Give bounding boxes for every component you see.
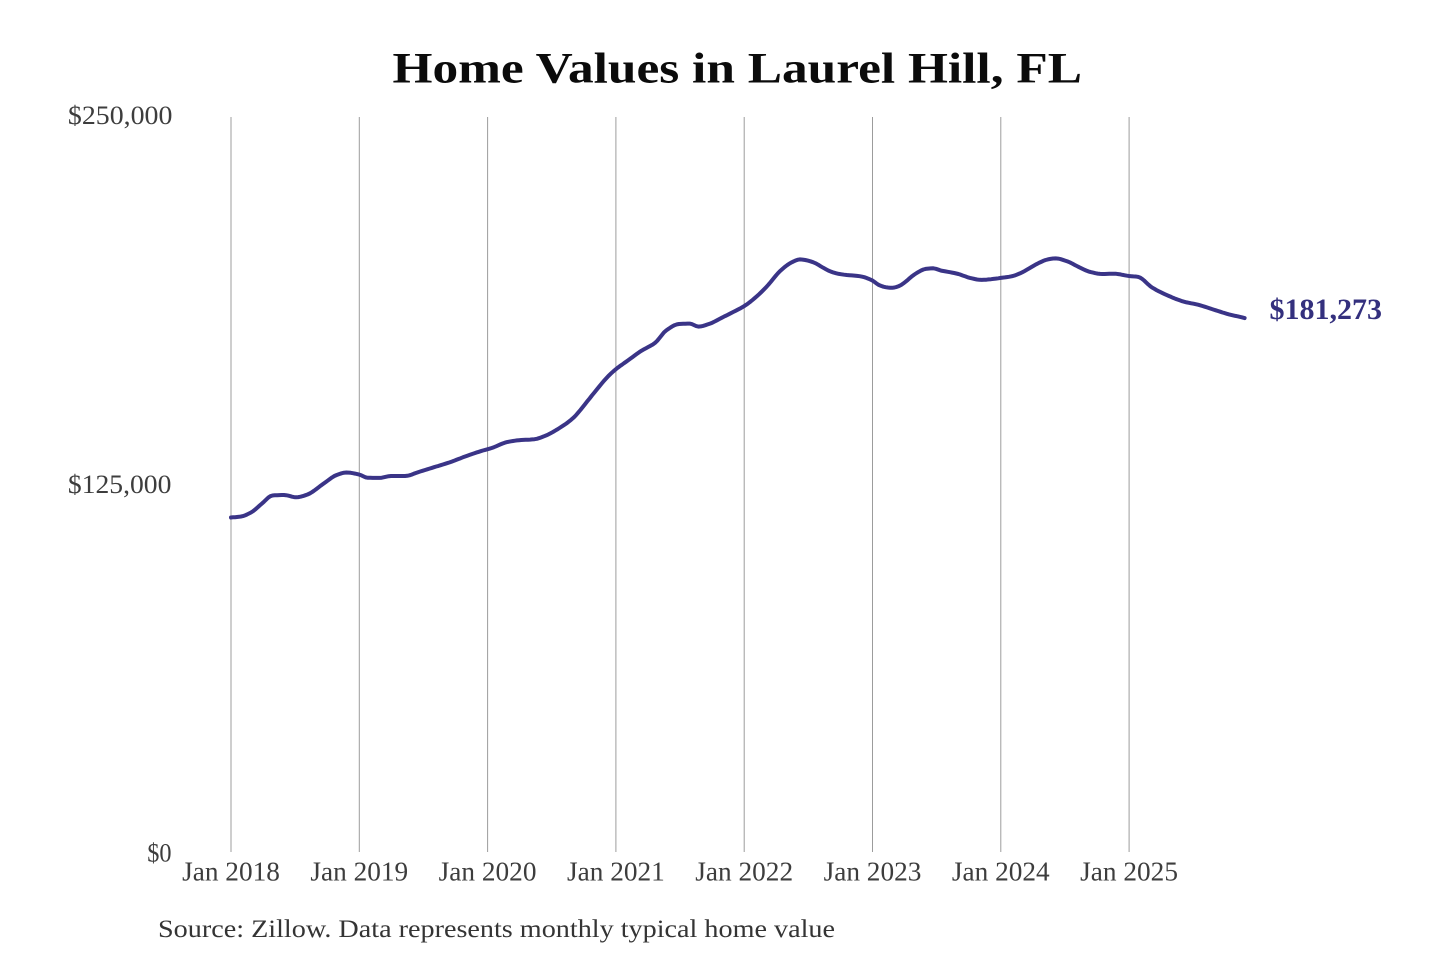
svg-text:$0: $0 xyxy=(147,837,171,867)
svg-text:Jan 2021: Jan 2021 xyxy=(567,856,665,886)
svg-text:Jan 2022: Jan 2022 xyxy=(695,856,793,886)
svg-text:Source: Zillow. Data represent: Source: Zillow. Data represents monthly … xyxy=(158,914,835,943)
svg-text:Jan 2023: Jan 2023 xyxy=(824,856,922,886)
svg-text:Home Values in Laurel Hill, FL: Home Values in Laurel Hill, FL xyxy=(393,46,1083,93)
svg-text:Jan 2018: Jan 2018 xyxy=(182,856,280,886)
svg-text:Jan 2024: Jan 2024 xyxy=(952,856,1050,886)
svg-text:$181,273: $181,273 xyxy=(1270,293,1383,326)
svg-text:$125,000: $125,000 xyxy=(68,469,171,499)
svg-text:Jan 2020: Jan 2020 xyxy=(439,856,537,886)
svg-text:Jan 2019: Jan 2019 xyxy=(310,856,408,886)
svg-text:$250,000: $250,000 xyxy=(68,100,172,130)
svg-text:Jan 2025: Jan 2025 xyxy=(1080,856,1178,886)
